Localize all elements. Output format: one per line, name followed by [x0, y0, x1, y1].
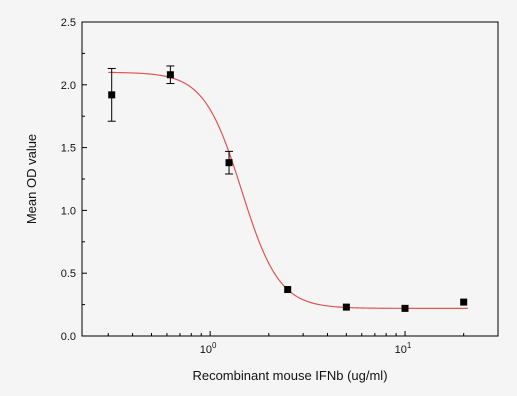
- data-points: [107, 65, 468, 312]
- y-axis-title: Mean OD value: [24, 134, 39, 224]
- data-point: [225, 159, 233, 167]
- y-tick-label: 0.5: [61, 268, 76, 280]
- x-tick-label: 101: [395, 341, 412, 356]
- x-axis-title: Recombinant mouse IFNb (ug/ml): [192, 368, 387, 383]
- x-axis: 100 101: [107, 331, 499, 356]
- y-tick-label: 0.0: [61, 331, 76, 343]
- y-tick-label: 2.0: [61, 80, 76, 92]
- fit-curve: [108, 71, 468, 309]
- y-axis: 0.0 0.5 1.0 1.5 2.0 2.5: [61, 17, 87, 343]
- data-point: [166, 71, 174, 79]
- y-tick-label: 1.0: [61, 205, 76, 217]
- data-point: [460, 298, 468, 306]
- x-tick-label: 100: [200, 341, 217, 356]
- data-point: [108, 91, 116, 99]
- y-tick-label: 2.5: [61, 17, 76, 29]
- y-tick-label: 1.5: [61, 143, 76, 155]
- data-point: [342, 303, 350, 311]
- data-point: [284, 286, 292, 294]
- data-point: [401, 304, 409, 312]
